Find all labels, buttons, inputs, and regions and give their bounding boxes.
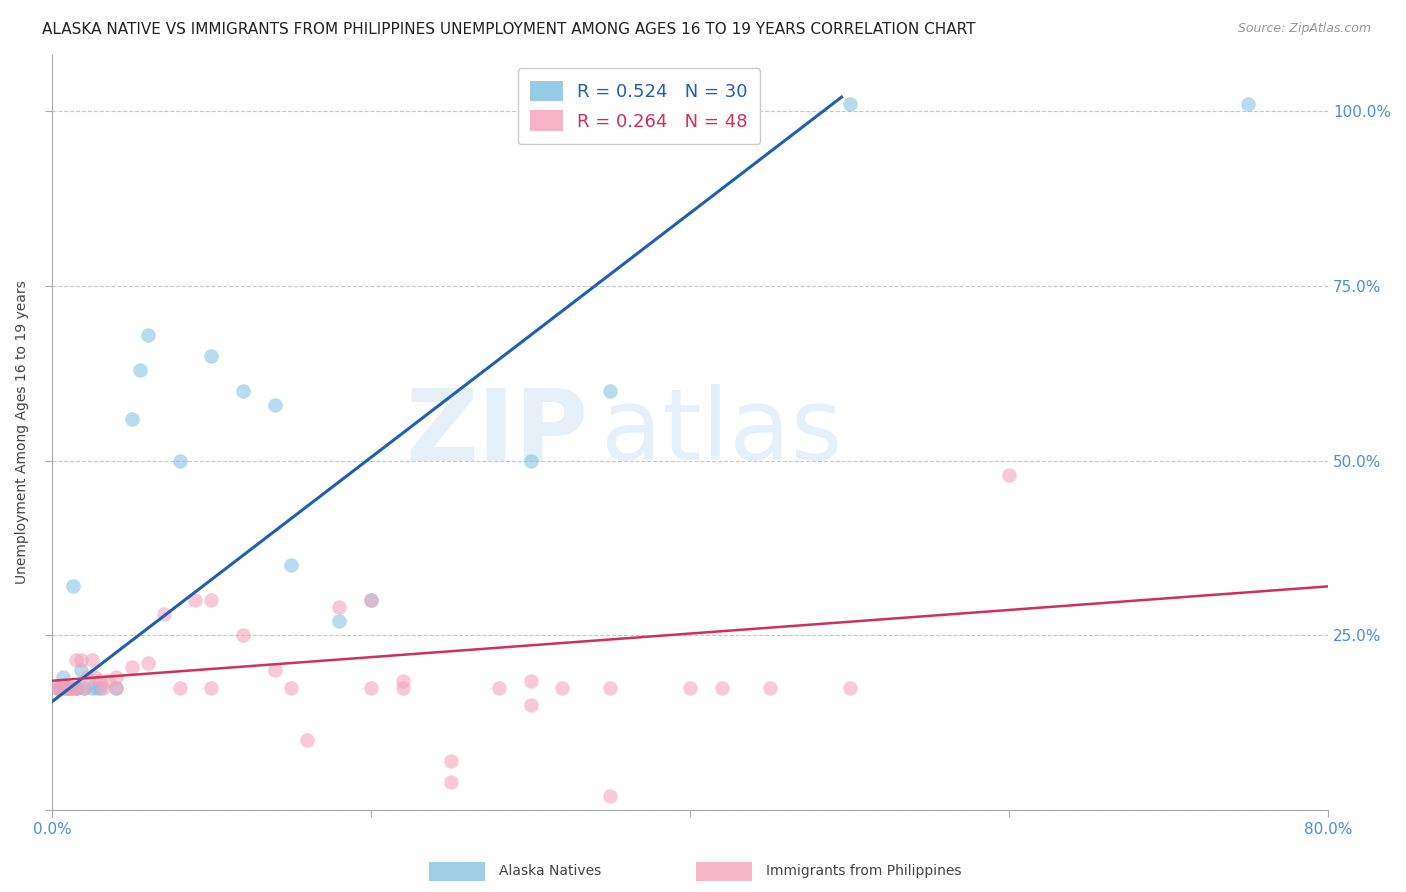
Y-axis label: Unemployment Among Ages 16 to 19 years: Unemployment Among Ages 16 to 19 years [15,281,30,584]
Point [169,681,191,695]
Point [280,681,302,695]
Point [97,673,120,688]
Point [280,558,302,573]
Point [62,681,84,695]
Point [84,670,107,684]
Text: atlas: atlas [600,384,842,481]
Point [264,398,287,412]
Point [599,789,621,803]
Point [440,775,463,789]
Point [200,681,222,695]
Text: ZIP: ZIP [405,384,588,481]
Point [80,653,103,667]
Point [200,593,222,607]
Point [360,593,382,607]
Point [184,593,207,607]
Point [60,681,83,695]
Point [60,681,83,695]
Point [136,657,159,671]
Point [551,681,574,695]
Point [128,362,150,376]
Legend: R = 0.524   N = 30, R = 0.264   N = 48: R = 0.524 N = 30, R = 0.264 N = 48 [517,68,761,144]
Text: Immigrants from Philippines: Immigrants from Philippines [766,864,962,879]
Text: Source: ZipAtlas.com: Source: ZipAtlas.com [1237,22,1371,36]
Point [392,673,415,688]
Point [53,681,76,695]
Point [76,670,98,684]
Point [295,733,318,747]
Point [49,681,72,695]
Text: Alaska Natives: Alaska Natives [499,864,602,879]
Point [89,673,111,688]
Point [519,698,541,713]
Point [328,600,350,615]
Point [838,681,860,695]
Point [328,615,350,629]
Point [49,681,72,695]
Point [232,628,254,642]
Point [69,653,91,667]
Point [65,681,87,695]
Point [62,579,84,593]
Point [838,97,860,112]
Point [710,681,733,695]
Point [56,681,79,695]
Point [440,754,463,768]
Point [104,681,127,695]
Point [56,681,79,695]
Point [104,670,127,684]
Point [69,663,91,677]
Point [66,681,89,695]
Point [56,681,79,695]
Point [121,659,143,673]
Point [136,327,159,342]
Point [360,593,382,607]
Point [53,681,76,695]
Point [86,681,108,695]
Point [104,681,127,695]
Point [200,349,222,363]
Point [264,663,287,677]
Point [169,453,191,467]
Point [599,384,621,398]
Point [80,681,103,695]
Point [73,681,96,695]
Point [65,653,87,667]
Point [65,681,87,695]
Point [89,681,111,695]
Text: ALASKA NATIVE VS IMMIGRANTS FROM PHILIPPINES UNEMPLOYMENT AMONG AGES 16 TO 19 YE: ALASKA NATIVE VS IMMIGRANTS FROM PHILIPP… [42,22,976,37]
Point [1237,97,1260,112]
Point [392,681,415,695]
Point [519,453,541,467]
Point [45,681,67,695]
Point [488,681,510,695]
Point [51,681,73,695]
Point [232,384,254,398]
Point [360,681,382,695]
Point [91,681,114,695]
Point [519,673,541,688]
Point [152,607,174,622]
Point [121,411,143,425]
Point [759,681,782,695]
Point [45,681,67,695]
Point [73,681,96,695]
Point [679,681,702,695]
Point [998,467,1021,482]
Point [599,681,621,695]
Point [52,670,75,684]
